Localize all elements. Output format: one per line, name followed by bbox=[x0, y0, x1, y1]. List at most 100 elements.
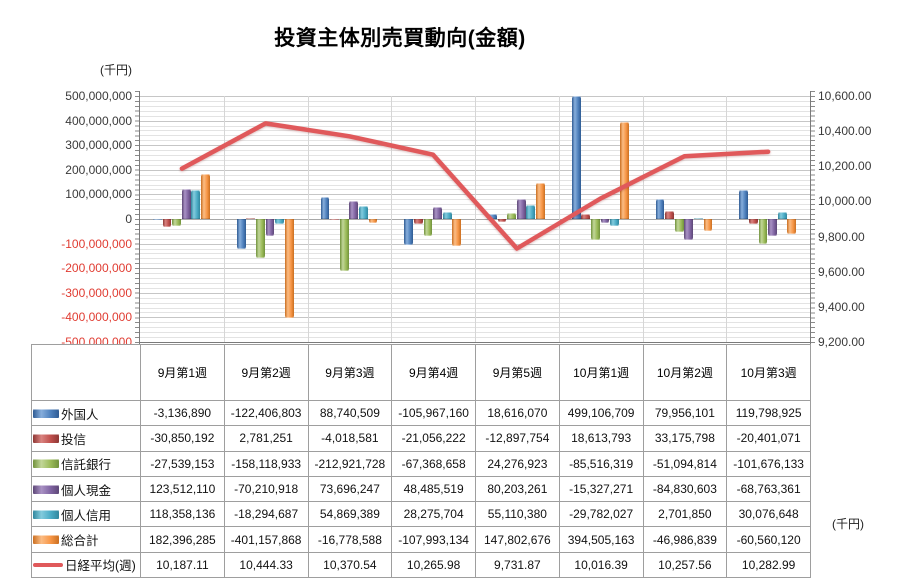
value-cell-投信-1: 2,781,251 bbox=[224, 426, 309, 452]
bar-信託銀行-7 bbox=[758, 219, 768, 244]
value-cell-外国人-6: 79,956,101 bbox=[643, 401, 728, 427]
value-cell-総合計-3: -107,993,134 bbox=[392, 527, 476, 553]
value-cell-信託銀行-3: -67,368,658 bbox=[392, 451, 476, 477]
week-header-1: 9月第2週 bbox=[224, 345, 309, 401]
data-table: 9月第1週 9月第2週 9月第3週 9月第4週 9月第5週 10月第1週 10月第2週 10月… bbox=[31, 344, 811, 579]
bar-信託銀行-6 bbox=[674, 219, 684, 232]
right-axis-ticks bbox=[810, 91, 815, 347]
bar-個人信用-7 bbox=[777, 211, 787, 219]
nikkei-line bbox=[179, 121, 771, 251]
value-cell-外国人-1: -122,406,803 bbox=[224, 401, 309, 427]
value-cell-外国人-4: 18,616,070 bbox=[476, 401, 560, 427]
value-cell-個人信用-7: 30,076,648 bbox=[727, 502, 811, 528]
value-cell-個人現金-2: 73,696,247 bbox=[308, 476, 393, 503]
bar-個人信用-6 bbox=[693, 218, 703, 219]
value-cell-投信-6: 33,175,798 bbox=[643, 426, 728, 452]
bar-信託銀行-3 bbox=[423, 219, 433, 236]
series-name-label: 投信 bbox=[61, 432, 87, 447]
series-line-key-icon bbox=[33, 562, 63, 567]
week-header-0: 9月第1週 bbox=[141, 345, 225, 401]
bar-投信-3 bbox=[413, 219, 423, 225]
value-cell-外国人-2: 88,740,509 bbox=[308, 401, 393, 427]
value-cell-日経平均(週)-0: 10,187.11 bbox=[141, 552, 225, 579]
bar-投信-1 bbox=[246, 218, 256, 219]
series-bar-key-icon bbox=[33, 484, 59, 494]
bar-総合計-7 bbox=[787, 219, 797, 234]
bar-投信-4 bbox=[497, 219, 507, 223]
bar-個人信用-0 bbox=[191, 189, 201, 219]
gridline-v bbox=[475, 96, 476, 342]
week-header-4: 9月第5週 bbox=[476, 345, 560, 401]
value-cell-投信-3: -21,056,222 bbox=[392, 426, 476, 452]
series-bar-key-icon bbox=[33, 509, 59, 519]
value-cell-総合計-1: -401,157,868 bbox=[224, 527, 309, 553]
right-axis-tick-label: 9,200.00 bbox=[818, 335, 865, 349]
week-header-7: 10月第3週 bbox=[727, 345, 811, 401]
bar-個人現金-7 bbox=[768, 219, 777, 236]
bar-個人現金-5 bbox=[600, 219, 610, 223]
series-name-label: 個人現金 bbox=[61, 483, 112, 498]
bar-投信-0 bbox=[162, 219, 172, 227]
right-axis-tick-label: 10,400.00 bbox=[818, 124, 872, 139]
gridline-v bbox=[642, 96, 644, 342]
series-legend-cell: 個人信用 bbox=[32, 502, 141, 528]
bar-信託銀行-1 bbox=[256, 219, 265, 258]
left-axis-tick-label: -200,000,000 bbox=[61, 261, 132, 276]
bar-外国人-3 bbox=[404, 219, 414, 246]
bar-外国人-7 bbox=[739, 189, 749, 219]
table-row-個人信用: 個人信用 118,358,136 -18,294,687 54,869,389 28,2… bbox=[32, 502, 811, 528]
series-name-label: 外国人 bbox=[61, 407, 99, 422]
value-cell-個人信用-0: 118,358,136 bbox=[141, 502, 225, 528]
value-cell-日経平均(週)-1: 10,444.33 bbox=[224, 552, 309, 579]
week-header-6: 10月第2週 bbox=[643, 345, 728, 401]
bar-信託銀行-5 bbox=[591, 219, 600, 241]
value-cell-投信-7: -20,401,071 bbox=[727, 426, 811, 452]
bar-総合計-0 bbox=[201, 174, 210, 219]
gridline-v bbox=[726, 96, 728, 342]
left-axis-tick-label: 500,000,000 bbox=[65, 89, 132, 103]
bar-個人現金-4 bbox=[516, 199, 526, 219]
gridline-v bbox=[307, 96, 309, 342]
right-axis-tick-label: 9,800.00 bbox=[818, 229, 865, 244]
table-row-日経平均(週): 日経平均(週) 10,187.11 10,444.33 10,370.54 10,265… bbox=[32, 552, 811, 579]
value-cell-投信-0: -30,850,192 bbox=[141, 426, 225, 452]
gridline-v bbox=[558, 96, 560, 342]
bar-個人現金-6 bbox=[684, 219, 694, 240]
value-cell-信託銀行-5: -85,516,319 bbox=[559, 451, 644, 477]
value-cell-個人信用-5: -29,782,027 bbox=[559, 502, 644, 528]
value-cell-総合計-6: -46,986,839 bbox=[643, 527, 728, 553]
table-row-個人現金: 個人現金 123,512,110 -70,210,918 73,696,247 48,4… bbox=[32, 476, 811, 503]
right-axis-tick-label: 10,000.00 bbox=[818, 194, 872, 209]
table-row-投信: 投信 -30,850,192 2,781,251 -4,018,581 -21,056,… bbox=[32, 426, 811, 452]
bar-総合計-4 bbox=[536, 182, 545, 219]
value-cell-日経平均(週)-4: 9,731.87 bbox=[476, 552, 560, 579]
left-axis-tick-label: 200,000,000 bbox=[65, 162, 132, 177]
left-axis-line bbox=[139, 91, 140, 347]
bar-信託銀行-0 bbox=[172, 219, 182, 226]
value-cell-信託銀行-2: -212,921,728 bbox=[308, 451, 393, 477]
value-cell-外国人-0: -3,136,890 bbox=[141, 401, 225, 427]
right-axis-tick-label: 9,600.00 bbox=[818, 264, 865, 279]
value-cell-個人現金-7: -68,763,361 bbox=[727, 476, 811, 503]
bar-個人信用-2 bbox=[358, 205, 368, 219]
series-bar-key-icon bbox=[33, 535, 59, 545]
left-axis-tick-label: 400,000,000 bbox=[65, 113, 132, 128]
series-name-label: 個人信用 bbox=[61, 508, 112, 523]
series-legend-cell: 総合計 bbox=[32, 527, 141, 553]
series-legend-cell: 投信 bbox=[32, 426, 141, 452]
value-cell-日経平均(週)-3: 10,265.98 bbox=[392, 552, 476, 579]
value-cell-個人信用-2: 54,869,389 bbox=[308, 502, 393, 528]
bar-外国人-1 bbox=[236, 219, 246, 250]
value-cell-投信-2: -4,018,581 bbox=[308, 426, 393, 452]
bar-投信-2 bbox=[330, 219, 339, 220]
table-row-総合計: 総合計 182,396,285 -401,157,868 -16,778,588 -10… bbox=[32, 527, 811, 553]
value-cell-個人現金-5: -15,327,271 bbox=[559, 476, 644, 503]
bar-外国人-6 bbox=[655, 199, 665, 219]
bar-外国人-0 bbox=[153, 219, 162, 220]
value-cell-信託銀行-4: 24,276,923 bbox=[476, 451, 560, 477]
value-cell-個人信用-3: 28,275,704 bbox=[392, 502, 476, 528]
value-cell-日経平均(週)-5: 10,016.39 bbox=[559, 552, 644, 579]
bar-外国人-5 bbox=[571, 96, 581, 219]
bar-個人信用-4 bbox=[526, 205, 536, 219]
value-cell-投信-5: 18,613,793 bbox=[559, 426, 644, 452]
